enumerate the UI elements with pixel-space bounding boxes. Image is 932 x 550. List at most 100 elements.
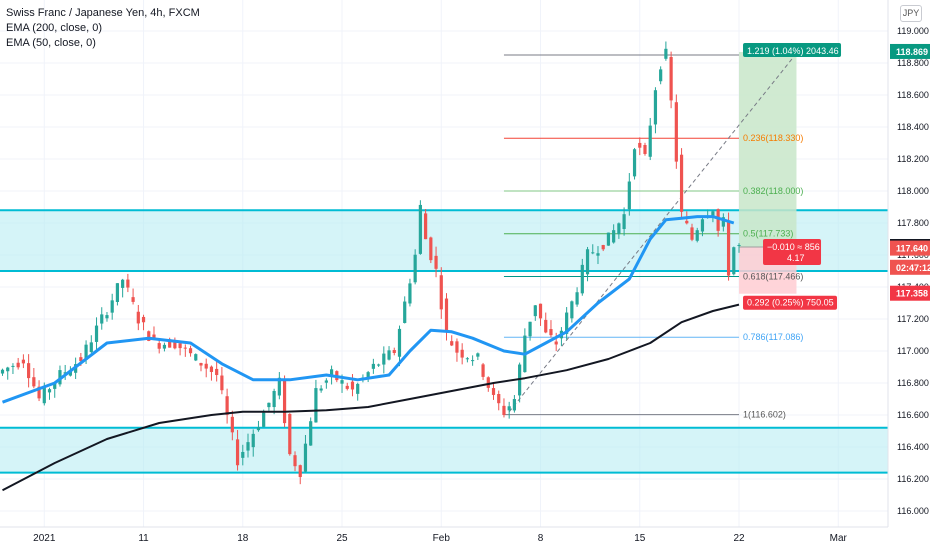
target-label-text: 1.219 (1.04%) 2043.46 bbox=[747, 46, 839, 56]
candle-body bbox=[450, 341, 454, 346]
candle-body bbox=[497, 393, 501, 404]
candle-body bbox=[491, 388, 496, 395]
candle-body bbox=[549, 329, 553, 336]
candle-body bbox=[168, 339, 172, 348]
candle-body bbox=[606, 232, 611, 246]
candle-body bbox=[251, 433, 255, 448]
position-info-text: 4.17 bbox=[787, 253, 805, 263]
candle-body bbox=[664, 48, 668, 59]
support-resistance-zone bbox=[0, 427, 888, 473]
candle-body bbox=[580, 264, 584, 294]
y-tick-label: 119.000 bbox=[897, 26, 929, 36]
y-tick-label: 117.000 bbox=[897, 346, 929, 356]
candle-body bbox=[303, 443, 308, 472]
candle-body bbox=[465, 358, 469, 360]
candle-body bbox=[638, 142, 642, 148]
stop-label: 0.292 (0.25%) 750.05 bbox=[743, 295, 838, 310]
ema50-line bbox=[1, 215, 735, 404]
candle-body bbox=[502, 405, 506, 415]
candle-body bbox=[100, 314, 104, 324]
candle-body bbox=[288, 413, 292, 455]
candle-body bbox=[225, 396, 229, 415]
candle-body bbox=[674, 102, 678, 162]
candle-body bbox=[711, 211, 715, 217]
candle-body bbox=[512, 399, 517, 411]
candle-body bbox=[241, 451, 245, 458]
price-label: 117.640 bbox=[890, 240, 930, 256]
candle-body bbox=[455, 341, 459, 353]
candle-body bbox=[204, 363, 208, 369]
candle-body bbox=[94, 325, 99, 342]
ema50-legend[interactable]: EMA (50, close, 0) bbox=[6, 37, 96, 49]
candle-body bbox=[136, 311, 140, 324]
candle-body bbox=[397, 328, 402, 357]
candle-body bbox=[392, 350, 396, 353]
ema200-legend[interactable]: EMA (200, close, 0) bbox=[6, 22, 102, 34]
candle-body bbox=[444, 298, 449, 332]
candle-body bbox=[575, 292, 579, 305]
candle-body bbox=[528, 321, 532, 337]
candle-body bbox=[63, 372, 67, 374]
candle-body bbox=[669, 56, 673, 101]
candle-body bbox=[554, 341, 558, 345]
candle-body bbox=[42, 386, 46, 404]
candle-body bbox=[460, 349, 464, 358]
candle-body bbox=[486, 377, 490, 388]
x-tick-label: Feb bbox=[433, 533, 451, 544]
candle-body bbox=[632, 149, 637, 177]
candle-body bbox=[141, 316, 146, 323]
candle-body bbox=[188, 348, 193, 354]
candle-body bbox=[601, 245, 605, 250]
candle-body bbox=[653, 90, 658, 125]
y-tick-label: 116.200 bbox=[897, 474, 929, 484]
candle-body bbox=[387, 350, 391, 360]
target-zone bbox=[739, 51, 797, 248]
candle-body bbox=[643, 145, 647, 154]
candle-body bbox=[173, 341, 177, 349]
candle-body bbox=[439, 275, 443, 310]
candle-body bbox=[162, 344, 167, 349]
candle-body bbox=[350, 381, 355, 390]
candle-body bbox=[648, 125, 652, 157]
candle-body bbox=[147, 331, 151, 341]
y-tick-label: 118.600 bbox=[897, 90, 929, 100]
y-tick-label: 116.000 bbox=[897, 506, 929, 516]
price-label-bg bbox=[890, 259, 930, 275]
price-label: 118.869 bbox=[890, 43, 930, 59]
x-tick-label: 18 bbox=[237, 533, 249, 544]
y-tick-label: 116.600 bbox=[897, 410, 929, 420]
x-tick-label: 22 bbox=[733, 533, 745, 544]
candle-body bbox=[585, 249, 590, 275]
ema200-line bbox=[2, 303, 740, 492]
fib-level-label: 0.5(117.733) bbox=[743, 229, 793, 239]
candle-body bbox=[314, 388, 318, 423]
candle-body bbox=[0, 369, 5, 374]
candle-body bbox=[716, 209, 720, 231]
candle-body bbox=[209, 366, 214, 373]
candle-body bbox=[230, 416, 234, 433]
symbol-title[interactable]: Swiss Franc / Japanese Yen, 4h, FXCM bbox=[6, 7, 200, 19]
candle-body bbox=[356, 383, 360, 394]
candle-body bbox=[507, 406, 511, 411]
candle-body bbox=[79, 357, 83, 362]
candle-body bbox=[27, 363, 31, 379]
candle-body bbox=[194, 354, 198, 361]
candle-body bbox=[408, 283, 412, 304]
candle-body bbox=[183, 347, 187, 349]
candle-body bbox=[690, 227, 694, 240]
candle-body bbox=[152, 334, 156, 339]
y-tick-label: 117.200 bbox=[897, 314, 929, 324]
currency-badge[interactable]: JPY bbox=[900, 5, 922, 22]
candle-body bbox=[695, 230, 699, 241]
candle-body bbox=[272, 390, 276, 408]
price-label: 02:47:12 bbox=[890, 259, 932, 275]
candle-body bbox=[366, 372, 370, 379]
candle-body bbox=[679, 154, 684, 212]
candle-body bbox=[403, 301, 407, 323]
candle-body bbox=[282, 378, 287, 424]
candle-body bbox=[21, 359, 25, 364]
fib-level-label: 0.786(117.086) bbox=[743, 332, 803, 342]
candle-body bbox=[617, 223, 621, 235]
y-tick-label: 116.400 bbox=[897, 442, 929, 452]
